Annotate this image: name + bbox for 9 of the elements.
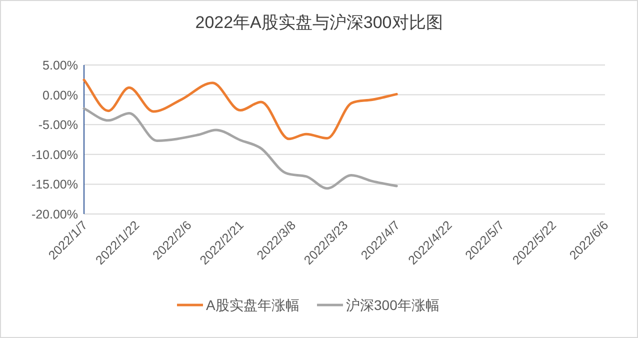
legend-label: A股实盘年涨幅 [206,297,300,313]
y-tick-label: -5.00% [38,118,78,132]
y-tick-label: 0.00% [42,88,78,102]
chart-title: 2022年A股实盘与沪深300对比图 [195,13,443,32]
y-tick-label: -15.00% [31,178,78,192]
y-tick-label: -10.00% [31,148,78,162]
legend-label: 沪深300年涨幅 [346,297,440,313]
y-tick-label: 5.00% [42,58,78,72]
y-tick-label: -20.00% [31,208,78,222]
